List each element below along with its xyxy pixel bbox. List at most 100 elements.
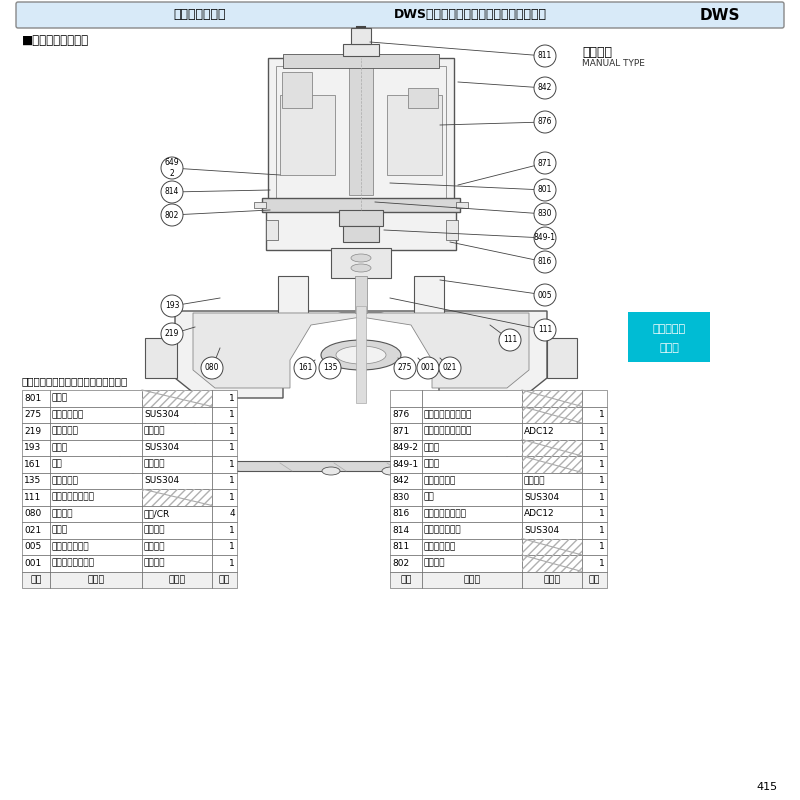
Bar [582, 456, 607, 473]
Text: 001: 001 [421, 363, 435, 373]
Bar [582, 555, 607, 571]
Bar [254, 202, 266, 208]
Bar [522, 406, 582, 423]
Text: 羽根裏底金: 羽根裏底金 [52, 476, 79, 486]
Bar [522, 506, 582, 522]
Text: 1: 1 [599, 460, 605, 469]
Circle shape [161, 295, 183, 317]
Bar [351, 28, 371, 44]
Bar [522, 456, 582, 473]
Text: 電動機フレーム: 電動機フレーム [424, 526, 462, 534]
Bar [522, 538, 582, 555]
Text: 876: 876 [538, 118, 552, 126]
Text: 注油栓: 注油栓 [52, 443, 68, 452]
Bar [268, 58, 454, 210]
Circle shape [439, 357, 461, 379]
Bar [522, 555, 582, 571]
Circle shape [394, 357, 416, 379]
Bar [142, 423, 212, 439]
Text: 玉軸受: 玉軸受 [424, 460, 440, 469]
Text: SUS304: SUS304 [524, 526, 559, 534]
Text: 161: 161 [24, 460, 42, 469]
Polygon shape [175, 311, 547, 398]
Bar [628, 312, 710, 362]
Text: 842: 842 [538, 83, 552, 93]
Bar [582, 522, 607, 538]
Ellipse shape [573, 467, 591, 475]
Circle shape [534, 179, 556, 201]
Bar [117, 461, 605, 471]
Bar [422, 390, 522, 406]
Text: 個数: 個数 [589, 575, 600, 584]
Bar [422, 506, 522, 522]
Circle shape [534, 77, 556, 99]
Bar [390, 390, 422, 406]
Text: 1: 1 [230, 426, 235, 436]
Text: 羽根車ボルト: 羽根車ボルト [52, 410, 84, 419]
Text: SUS304: SUS304 [144, 410, 179, 419]
Bar [212, 489, 237, 506]
Text: 合成樹脂: 合成樹脂 [144, 460, 166, 469]
Bar [522, 439, 582, 456]
Bar [22, 390, 50, 406]
Text: 1: 1 [599, 426, 605, 436]
Circle shape [294, 357, 316, 379]
Text: 反負荷側ブラケット: 反負荷側ブラケット [424, 426, 472, 436]
Bar [422, 406, 522, 423]
Bar [522, 390, 582, 406]
Bar [22, 538, 50, 555]
Ellipse shape [131, 467, 149, 475]
Bar [212, 390, 237, 406]
Text: 1: 1 [599, 476, 605, 486]
Text: 1: 1 [599, 526, 605, 534]
Bar [522, 571, 582, 588]
Bar [142, 489, 212, 506]
Bar [212, 506, 237, 522]
Bar [145, 338, 177, 378]
Text: メカニカルシール: メカニカルシール [52, 493, 95, 502]
Text: 649
2: 649 2 [165, 158, 179, 178]
Bar [50, 506, 142, 522]
Bar [522, 456, 582, 473]
Bar [283, 54, 439, 68]
Bar [522, 406, 582, 423]
Text: 802: 802 [392, 558, 409, 568]
Bar [390, 423, 422, 439]
Text: 871: 871 [538, 158, 552, 167]
Circle shape [534, 227, 556, 249]
Circle shape [534, 45, 556, 67]
Bar [390, 489, 422, 506]
Text: 021: 021 [24, 526, 41, 534]
Bar [212, 522, 237, 538]
Bar [22, 456, 50, 473]
Bar [422, 456, 522, 473]
Ellipse shape [351, 264, 371, 272]
Bar [280, 95, 335, 175]
Bar [522, 456, 582, 473]
Bar [142, 489, 212, 506]
Text: 負荷側ブラケット: 負荷側ブラケット [424, 510, 467, 518]
Text: 電動機焼損防止装置: 電動機焼損防止装置 [424, 410, 472, 419]
Bar [50, 473, 142, 489]
Bar [50, 555, 142, 571]
Text: 主軸: 主軸 [424, 493, 434, 502]
Text: 水中ケーブル: 水中ケーブル [424, 542, 456, 551]
Ellipse shape [351, 254, 371, 262]
Bar [390, 439, 422, 456]
Circle shape [161, 157, 183, 179]
Text: 底板: 底板 [52, 460, 62, 469]
Text: 830: 830 [538, 210, 552, 218]
Text: SUS304: SUS304 [144, 476, 179, 486]
Text: ロータ: ロータ [52, 394, 68, 402]
Ellipse shape [322, 467, 340, 475]
Circle shape [319, 357, 341, 379]
Text: 001: 001 [24, 558, 42, 568]
Text: 830: 830 [392, 493, 410, 502]
Text: 1: 1 [230, 394, 235, 402]
Circle shape [534, 284, 556, 306]
Bar [522, 522, 582, 538]
Text: 注）主軸材料はポンプ側を示します。: 注）主軸材料はポンプ側を示します。 [22, 376, 128, 386]
Bar [266, 208, 456, 250]
Text: 005: 005 [538, 290, 552, 299]
Bar [142, 538, 212, 555]
